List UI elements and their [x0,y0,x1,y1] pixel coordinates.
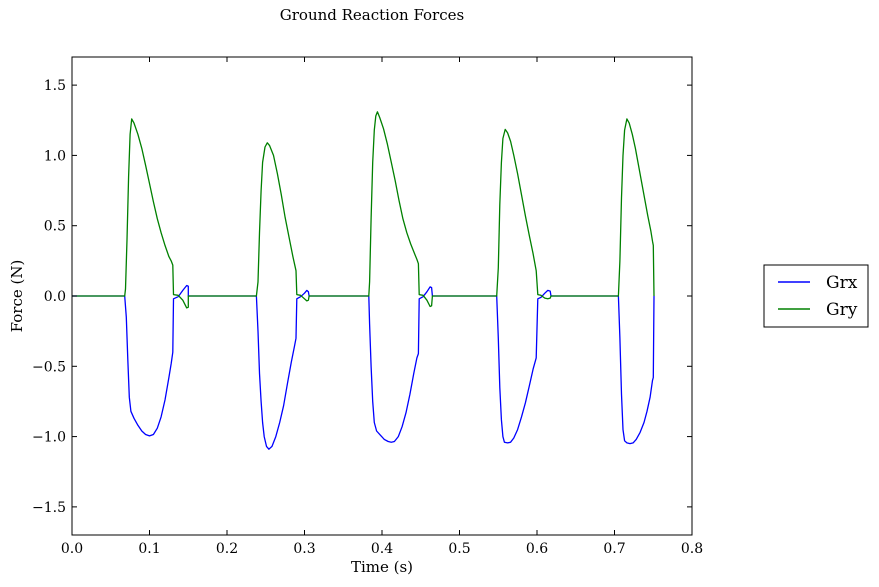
series-line-grx [72,284,655,450]
x-tick-label: 0.7 [603,541,625,557]
y-tick-label: 0.0 [44,289,66,305]
legend-label-grx: Grx [826,273,858,293]
x-axis: 0.0 0.1 0.2 0.3 0.4 0.5 0.6 0.7 0.8 [61,57,703,557]
x-tick-label: 0.3 [293,541,315,557]
legend: Grx Gry [763,264,869,328]
y-tick-label: −0.5 [32,359,66,375]
x-tick-label: 0.6 [526,541,548,557]
x-tick-label: 0.5 [448,541,470,557]
y-tick-label: 1.0 [44,148,66,164]
chart-title: Ground Reaction Forces [280,6,464,24]
x-tick-label: 0.8 [681,541,703,557]
y-axis-label: Force (N) [8,260,26,333]
series-line-gry [72,111,655,309]
y-axis: −1.5 −1.0 −0.5 0.0 0.5 1.0 1.5 [32,78,692,516]
x-tick-label: 0.1 [138,541,160,557]
y-tick-label: 1.5 [44,78,66,94]
y-tick-label: 0.5 [44,219,66,235]
x-tick-label: 0.0 [61,541,83,557]
legend-label-gry: Gry [826,300,858,320]
plot-lines [72,111,655,450]
x-tick-label: 0.2 [216,541,238,557]
legend-frame [763,264,869,328]
y-tick-label: −1.0 [32,430,66,446]
x-axis-label: Time (s) [351,558,413,576]
x-tick-label: 0.4 [371,541,393,557]
y-tick-label: −1.5 [32,500,66,516]
